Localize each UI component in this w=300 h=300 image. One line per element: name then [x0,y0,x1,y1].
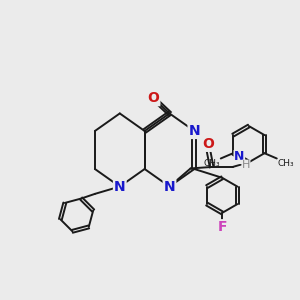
Text: CH₃: CH₃ [278,159,294,168]
Text: N: N [189,124,200,138]
Text: CH₃: CH₃ [203,159,220,168]
Text: O: O [202,137,214,151]
Text: H: H [242,160,250,170]
Text: N: N [164,180,175,194]
Text: N: N [114,180,126,194]
Text: O: O [148,91,159,105]
Text: N: N [234,151,244,164]
Text: F: F [218,220,227,234]
